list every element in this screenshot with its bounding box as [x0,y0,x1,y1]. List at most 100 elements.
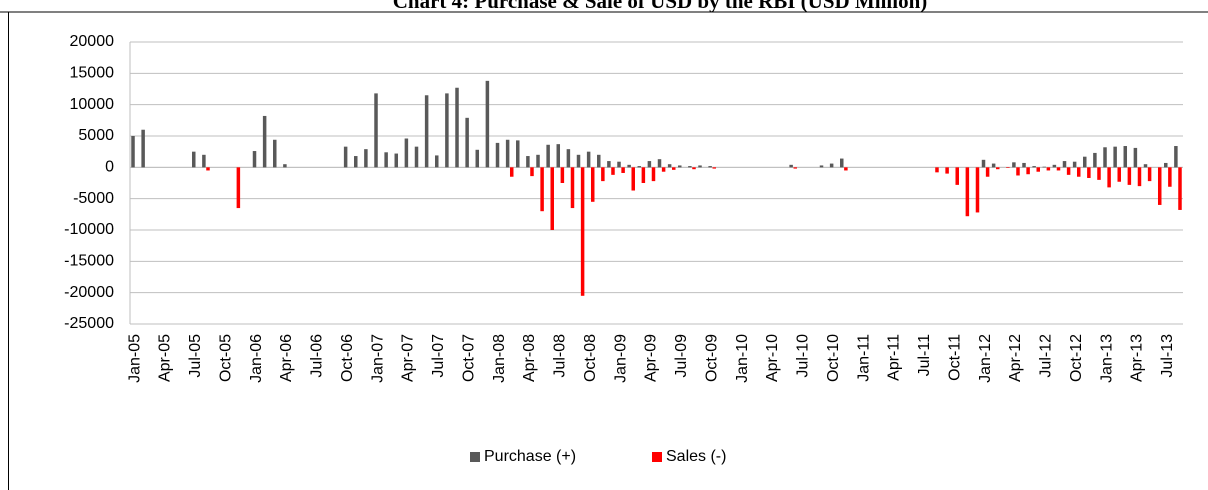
y-tick-label: -20000 [64,284,114,301]
x-tick-label: Oct-11 [946,334,963,381]
y-tick-label: 5000 [78,127,114,144]
bar [374,93,378,168]
bar [995,167,1000,170]
bar [712,167,716,169]
bar [985,167,990,177]
bar [991,163,996,168]
bar [1083,156,1087,168]
bar [975,167,980,213]
bar [789,164,793,168]
x-tick-label: Apr-09 [643,334,660,382]
bar [455,87,459,168]
x-tick-label: Apr-07 [400,334,417,382]
bar [793,167,797,169]
x-tick-label: Apr-06 [278,334,295,382]
bar [844,167,848,171]
bar [1097,167,1101,180]
bar [1147,167,1152,182]
bar [1168,167,1172,187]
bar [1056,167,1061,171]
x-tick-label: Jul-06 [309,334,326,378]
bar [566,149,571,168]
bar [509,167,514,177]
bar [550,167,554,230]
bar [1087,167,1091,178]
bar [819,165,824,168]
bar [530,167,534,177]
bar [576,154,581,168]
bar [657,159,662,168]
bar [698,165,702,168]
bar [840,158,844,168]
bar [252,151,257,168]
x-tick-label: Jan-06 [248,334,265,383]
bar [131,136,135,168]
bar [414,146,419,168]
bar [495,142,500,168]
bar [945,167,949,174]
y-tick-label: -15000 [64,253,114,270]
bar [141,129,145,168]
bar [1137,167,1142,187]
bar [671,167,676,170]
bar [1143,164,1148,168]
x-tick-label: Oct-07 [460,334,477,382]
x-tick-label: Oct-09 [703,334,720,382]
x-tick-label: Jan-09 [612,334,629,383]
bar [465,117,469,168]
bar [647,161,652,168]
bar [354,156,358,168]
bar [445,93,449,168]
bar [364,149,368,168]
bar [1123,146,1128,168]
bar [692,167,696,170]
y-tick-label: -25000 [64,315,114,332]
bar [1157,167,1162,205]
bar [1032,166,1036,168]
bar [546,144,550,168]
bar [965,167,970,217]
legend-label: Purchase (+) [484,448,576,465]
bar [637,166,642,168]
bar [829,163,834,168]
bar [667,164,672,168]
bar [424,95,429,168]
bar [435,155,439,168]
bar [621,167,625,173]
bar [570,167,575,209]
bar [1062,161,1067,168]
y-tick-label: -10000 [64,221,114,238]
bar [1076,167,1081,177]
bar [556,144,561,168]
x-tick-label: Apr-08 [521,334,538,382]
x-tick-label: Jul-10 [795,334,812,378]
bar [273,139,277,168]
chart-title: Chart 4: Purchase & Sale of USD by the R… [393,0,928,13]
bar [631,167,635,191]
x-tick-label: Apr-13 [1129,334,1146,382]
bar [601,167,605,182]
bar [1006,167,1010,168]
x-tick-label: Jan-13 [1098,334,1115,383]
bar [1127,167,1132,185]
x-tick-label: Jul-08 [552,334,569,378]
bar [206,167,210,171]
bar [283,164,287,168]
legend-swatch [470,452,480,462]
bar [611,167,615,175]
bar [526,156,530,168]
bar [485,80,490,168]
bar [560,167,565,183]
bar [641,167,646,183]
bar [1113,146,1117,168]
bar [981,159,986,168]
bar [688,166,692,168]
bar [475,149,480,168]
bar [394,153,399,168]
y-tick-label: -5000 [73,190,114,207]
bar [505,139,510,168]
x-tick-label: Apr-12 [1007,334,1024,382]
x-tick-label: Apr-05 [157,334,174,382]
bar [1178,167,1182,210]
